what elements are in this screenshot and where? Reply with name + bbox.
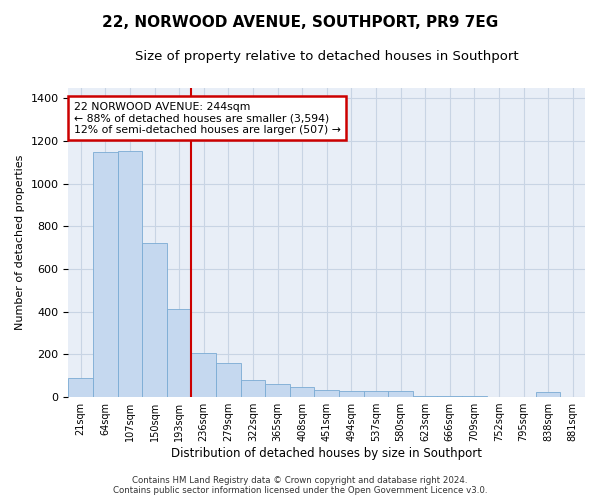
X-axis label: Distribution of detached houses by size in Southport: Distribution of detached houses by size …: [171, 447, 482, 460]
Bar: [167, 308, 191, 397]
Bar: [413, 396, 437, 397]
Bar: [536, 392, 560, 397]
Bar: [437, 396, 462, 397]
Bar: [191, 354, 216, 397]
Bar: [462, 396, 487, 397]
Bar: [118, 150, 142, 397]
Text: Contains HM Land Registry data © Crown copyright and database right 2024.
Contai: Contains HM Land Registry data © Crown c…: [113, 476, 487, 495]
Bar: [388, 390, 413, 397]
Bar: [93, 152, 118, 397]
Bar: [290, 388, 314, 397]
Title: Size of property relative to detached houses in Southport: Size of property relative to detached ho…: [135, 50, 518, 63]
Text: 22, NORWOOD AVENUE, SOUTHPORT, PR9 7EG: 22, NORWOOD AVENUE, SOUTHPORT, PR9 7EG: [102, 15, 498, 30]
Bar: [364, 390, 388, 397]
Bar: [142, 244, 167, 397]
Bar: [216, 363, 241, 397]
Bar: [241, 380, 265, 397]
Bar: [265, 384, 290, 397]
Bar: [314, 390, 339, 397]
Bar: [68, 378, 93, 397]
Y-axis label: Number of detached properties: Number of detached properties: [15, 154, 25, 330]
Bar: [339, 390, 364, 397]
Text: 22 NORWOOD AVENUE: 244sqm
← 88% of detached houses are smaller (3,594)
12% of se: 22 NORWOOD AVENUE: 244sqm ← 88% of detac…: [74, 102, 340, 135]
